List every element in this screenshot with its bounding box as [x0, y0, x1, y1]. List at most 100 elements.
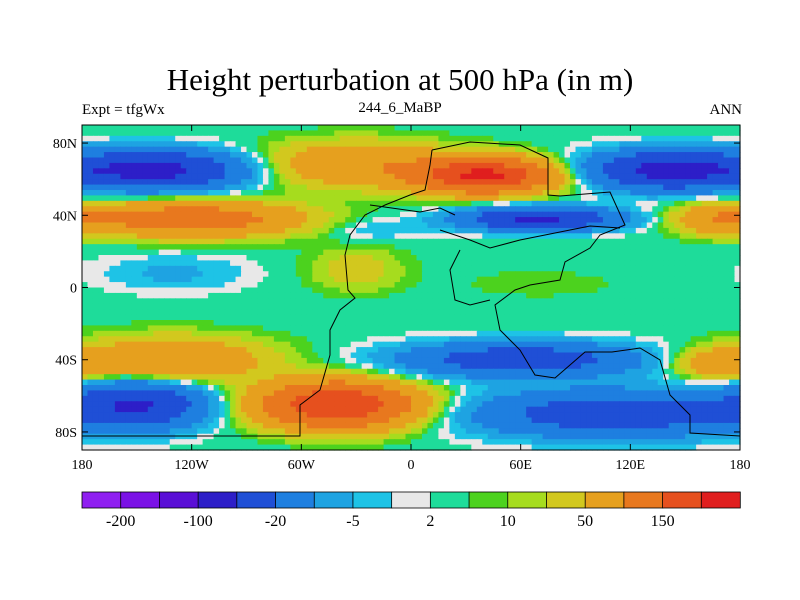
field-cell: [92, 217, 100, 224]
field-cell: [109, 227, 116, 234]
field-cell: [125, 200, 132, 207]
field-cell: [241, 211, 248, 218]
field-cell: [131, 292, 138, 299]
field-cell: [158, 303, 165, 310]
field-cell: [602, 173, 609, 180]
field-cell: [164, 162, 171, 169]
field-cell: [537, 162, 544, 169]
field-cell: [542, 157, 549, 164]
field-cell: [142, 157, 149, 164]
field-cell: [147, 271, 154, 278]
field-cell: [427, 336, 434, 343]
field-cell: [674, 260, 681, 267]
field-cell: [531, 287, 538, 294]
field-cell: [734, 260, 741, 267]
field-cell: [465, 200, 472, 207]
field-cell: [295, 173, 302, 180]
field-cell: [103, 330, 111, 337]
field-cell: [520, 173, 527, 180]
field-cell: [131, 330, 138, 337]
field-cell: [531, 211, 538, 218]
field-cell: [158, 190, 165, 197]
field-cell: [460, 271, 467, 278]
field-cell: [142, 298, 149, 305]
field-cell: [361, 336, 368, 343]
field-cell: [712, 265, 719, 272]
field-cell: [443, 330, 450, 337]
field-cell: [268, 200, 275, 207]
field-cell: [613, 162, 620, 169]
field-cell: [493, 298, 500, 305]
field-cell: [109, 309, 116, 316]
field-cell: [405, 249, 412, 256]
field-cell: [301, 282, 308, 289]
field-cell: [586, 287, 593, 294]
field-cell: [624, 125, 631, 132]
field-cell: [526, 341, 533, 348]
field-cell: [641, 206, 648, 213]
field-cell: [537, 190, 544, 197]
field-cell: [389, 271, 396, 278]
field-cell: [175, 130, 182, 137]
field-cell: [504, 276, 511, 283]
field-cell: [520, 238, 527, 245]
field-cell: [175, 244, 182, 251]
field-cell: [443, 125, 450, 132]
field-cell: [339, 162, 346, 169]
field-cell: [153, 168, 160, 175]
field-cell: [443, 347, 450, 354]
field-cell: [559, 195, 566, 202]
field-cell: [268, 249, 275, 256]
field-cell: [295, 227, 302, 234]
field-cell: [646, 303, 653, 310]
field-cell: [482, 303, 489, 310]
field-cell: [465, 249, 472, 256]
field-cell: [175, 271, 182, 278]
field-cell: [548, 260, 555, 267]
field-cell: [707, 200, 714, 207]
field-cell: [646, 141, 653, 148]
field-cell: [202, 341, 209, 348]
field-cell: [718, 222, 725, 229]
field-cell: [619, 320, 626, 327]
field-cell: [553, 200, 560, 207]
field-cell: [454, 206, 461, 213]
field-cell: [251, 260, 259, 267]
field-cell: [531, 341, 538, 348]
field-cell: [87, 298, 94, 305]
field-cell: [707, 233, 714, 240]
field-cell: [723, 233, 730, 240]
field-cell: [471, 173, 478, 180]
field-cell: [509, 292, 516, 299]
field-cell: [180, 292, 187, 299]
field-cell: [317, 130, 324, 137]
field-cell: [290, 314, 297, 321]
field-cell: [685, 217, 692, 224]
field-cell: [202, 336, 209, 343]
field-cell: [164, 309, 171, 316]
field-cell: [180, 217, 187, 224]
field-cell: [619, 309, 626, 316]
field-cell: [317, 135, 324, 142]
field-cell: [493, 244, 500, 251]
field-cell: [164, 298, 171, 305]
field-cell: [92, 162, 100, 169]
field-cell: [504, 249, 511, 256]
field-cell: [191, 320, 198, 327]
field-cell: [449, 146, 456, 153]
field-cell: [98, 320, 105, 327]
field-cell: [142, 168, 149, 175]
field-cell: [208, 157, 215, 164]
field-cell: [120, 173, 127, 180]
field-cell: [251, 152, 259, 159]
field-cell: [482, 173, 489, 180]
field-cell: [279, 190, 286, 197]
field-cell: [449, 341, 456, 348]
field-cell: [306, 336, 313, 343]
field-cell: [652, 303, 659, 310]
field-cell: [421, 157, 429, 164]
field-cell: [493, 162, 500, 169]
field-cell: [284, 141, 291, 148]
field-cell: [679, 271, 686, 278]
field-cell: [493, 260, 500, 267]
